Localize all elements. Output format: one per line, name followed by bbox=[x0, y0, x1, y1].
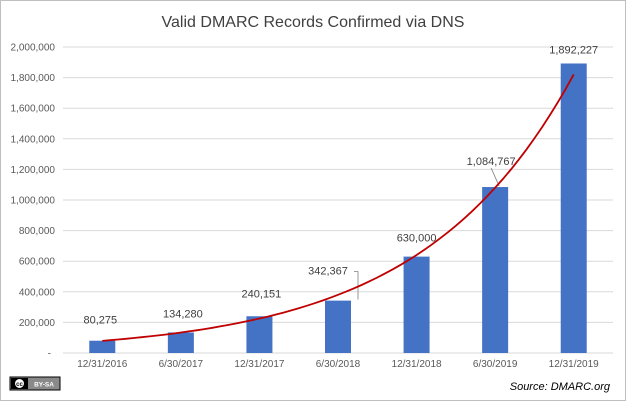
x-tick-label: 12/31/2016 bbox=[77, 359, 127, 370]
data-label: 134,280 bbox=[163, 308, 203, 320]
grid-lines bbox=[63, 46, 613, 323]
data-label: 342,367 bbox=[308, 266, 348, 278]
bar bbox=[167, 332, 194, 353]
y-tick-label: 1,600,000 bbox=[11, 104, 56, 115]
x-tick-label: 12/31/2017 bbox=[234, 359, 284, 370]
y-tick-label: - bbox=[48, 349, 51, 360]
chart-title: Valid DMARC Records Confirmed via DNS bbox=[162, 14, 465, 31]
y-tick-label: 1,000,000 bbox=[11, 196, 56, 207]
bar bbox=[246, 316, 273, 353]
data-label: 240,151 bbox=[242, 288, 282, 300]
y-axis-ticks: - 200,000 400,000 600,000 800,000 1,000,000 1,… bbox=[11, 43, 56, 360]
x-tick-label: 6/30/2017 bbox=[159, 359, 204, 370]
x-tick-label: 6/30/2019 bbox=[473, 359, 518, 370]
license-badge: cc BY-SA bbox=[9, 376, 61, 391]
data-label-leaders bbox=[354, 167, 500, 300]
bar bbox=[89, 340, 116, 353]
y-tick-label: 1,400,000 bbox=[11, 134, 56, 145]
bar bbox=[403, 256, 430, 353]
source-note: Source: DMARC.org bbox=[510, 381, 611, 393]
bar bbox=[325, 300, 351, 353]
creative-commons-icon bbox=[14, 378, 25, 389]
x-tick-label: 6/30/2018 bbox=[316, 359, 361, 370]
x-tick-label: 12/31/2018 bbox=[392, 359, 442, 370]
data-labels: 80,275 134,280 240,151 342,367 630,000 1,084,… bbox=[83, 44, 598, 326]
data-label-leader bbox=[354, 271, 359, 300]
bar bbox=[482, 187, 509, 353]
data-label: 630,000 bbox=[397, 233, 437, 245]
data-label-leader bbox=[490, 167, 500, 187]
license-badge-cc: cc bbox=[16, 382, 23, 388]
data-label: 1,892,227 bbox=[549, 44, 598, 56]
y-tick-label: 200,000 bbox=[19, 318, 56, 329]
y-tick-label: 800,000 bbox=[19, 226, 56, 237]
y-tick-label: 1,800,000 bbox=[11, 73, 56, 84]
license-badge-label: BY-SA bbox=[34, 382, 54, 389]
y-tick-label: 2,000,000 bbox=[11, 43, 56, 54]
bar bbox=[560, 63, 587, 354]
y-tick-label: 1,200,000 bbox=[11, 165, 56, 176]
exponential-trendline bbox=[102, 73, 575, 342]
x-axis-ticks: 12/31/2016 6/30/2017 12/31/2017 6/30/2018 12… bbox=[77, 359, 599, 370]
data-label: 1,084,767 bbox=[467, 156, 516, 168]
bars bbox=[89, 63, 587, 354]
y-tick-label: 400,000 bbox=[19, 287, 56, 298]
data-label: 80,275 bbox=[83, 315, 117, 327]
y-tick-label: 600,000 bbox=[19, 257, 56, 268]
x-tick-label: 12/31/2019 bbox=[549, 359, 599, 370]
